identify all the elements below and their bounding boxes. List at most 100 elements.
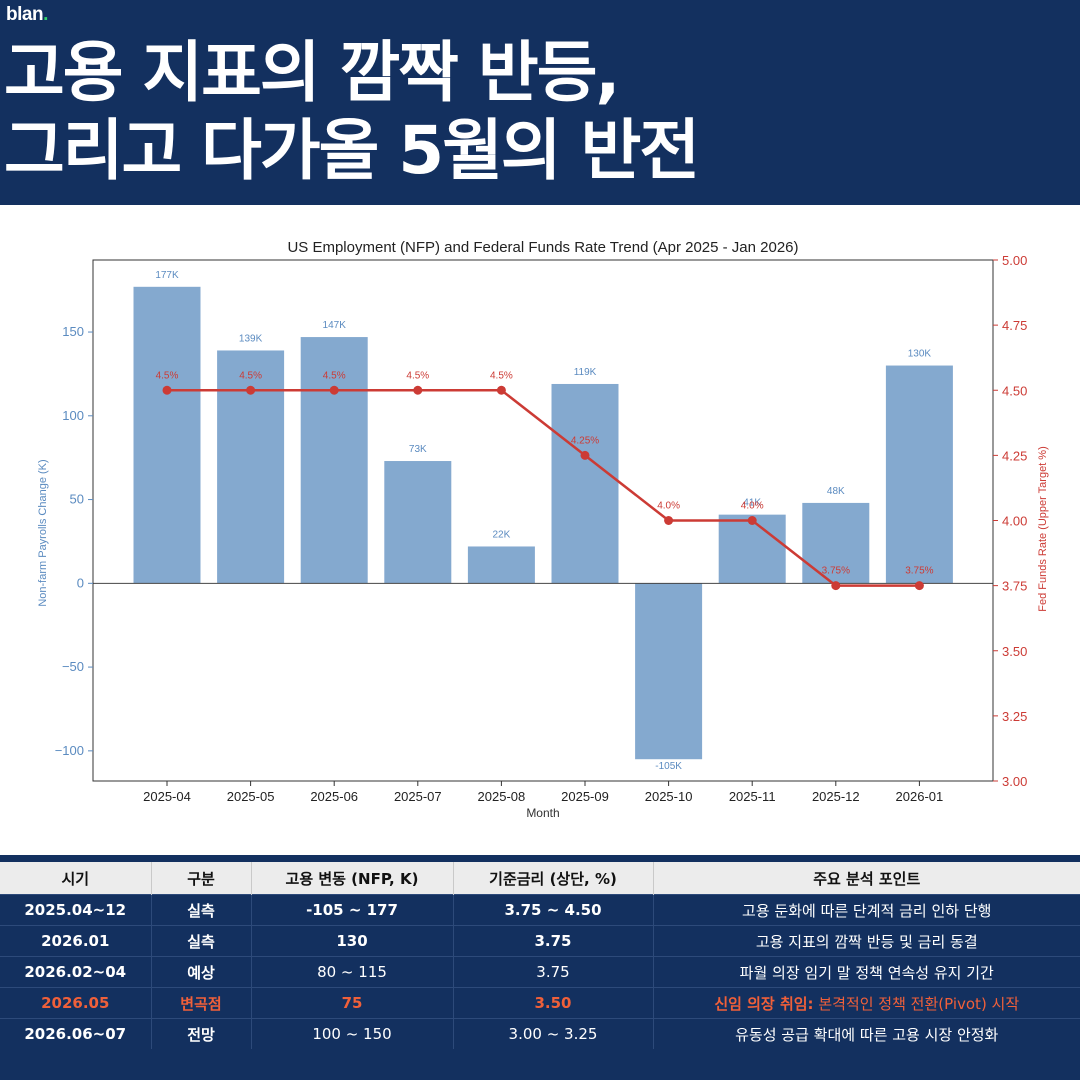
rate-point [580,450,590,460]
y-tick-label-left: −100 [55,743,84,758]
y-tick-label-left: 50 [70,492,84,507]
nfp-bar [300,337,368,584]
cell-rate: 3.75 [453,925,654,957]
cell-period: 2026.06~07 [0,1018,152,1049]
y-tick-label-right: 5.00 [1002,253,1027,268]
bar-value-label: 139K [239,333,263,344]
rate-value-label: 4.5% [490,370,513,381]
y-tick-label-left: 0 [77,575,84,590]
bar-value-label: 119K [574,367,597,378]
cell-nfp: 75 [251,987,454,1019]
y-tick-label-right: 3.00 [1002,774,1027,789]
table-row: 2026.06~07 전망 100 ~ 150 3.00 ~ 3.25 유동성 … [0,1018,1080,1049]
x-tick-label: 2025-07 [394,789,442,804]
nfp-bar [133,286,201,584]
cell-type: 전망 [151,1018,252,1049]
rate-value-label: 3.75% [822,566,850,577]
bar-value-label: 41K [743,498,761,509]
y-tick-label-right: 4.25 [1002,448,1027,463]
rate-value-label: 4.5% [156,370,179,381]
title-line-2: 그리고 다가올 5월의 반전 [4,112,700,189]
y-tick-label-left: 150 [62,324,84,339]
header-period: 시기 [0,862,152,895]
cell-nfp: 130 [251,925,454,957]
cell-point: 고용 둔화에 따른 단계적 금리 인하 단행 [653,894,1080,926]
y-tick-label-right: 4.00 [1002,514,1027,529]
cell-type: 실측 [151,894,252,926]
cell-point: 파월 의장 임기 말 정책 연속성 유지 기간 [653,956,1080,988]
cell-nfp: 80 ~ 115 [251,956,454,988]
y-tick-label-right: 4.75 [1002,318,1027,333]
combo-chart: US Employment (NFP) and Federal Funds Ra… [37,239,1049,820]
title-line-1: 고용 지표의 깜짝 반등, [4,34,620,111]
y-tick-label-right: 3.25 [1002,709,1027,724]
bar-value-label: 22K [493,529,511,540]
cell-nfp: 100 ~ 150 [251,1018,454,1049]
x-tick-label: 2025-08 [478,789,526,804]
cell-rate: 3.00 ~ 3.25 [453,1018,654,1049]
rate-point [914,581,924,591]
table-row: 2025.04~12 실측 -105 ~ 177 3.75 ~ 4.50 고용 … [0,894,1080,926]
nfp-bar [467,546,535,584]
cell-type: 예상 [151,956,252,988]
nfp-bar [384,461,452,584]
cell-point: 신임 의장 취임: 본격적인 정책 전환(Pivot) 시작 [653,987,1080,1019]
rate-point [246,385,256,395]
brand-logo: blan. [6,4,48,25]
chart-panel: US Employment (NFP) and Federal Funds Ra… [0,205,1080,855]
cell-type: 실측 [151,925,252,957]
cell-type: 변곡점 [151,987,252,1019]
cell-period: 2025.04~12 [0,894,152,926]
header-point: 주요 분석 포인트 [653,862,1080,895]
rate-line [167,389,920,587]
header: blan. 고용 지표의 깜짝 반등, 그리고 다가올 5월의 반전 [0,0,1080,205]
page-title: 고용 지표의 깜짝 반등, 그리고 다가올 5월의 반전 [4,34,700,190]
bar-value-label: 177K [155,270,179,281]
cell-rate: 3.50 [453,987,654,1019]
header-type: 구분 [151,862,252,895]
rate-value-label: 4.5% [239,370,262,381]
y-tick-label-left: −50 [62,659,84,674]
x-tick-label: 2025-11 [729,789,776,804]
x-axis-label: Month [526,806,559,820]
rate-value-label: 4.0% [657,501,680,512]
cell-period: 2026.02~04 [0,956,152,988]
x-tick-label: 2025-06 [310,789,358,804]
nfp-bar [885,365,953,584]
rate-point [831,581,841,591]
cell-period: 2026.05 [0,987,152,1019]
summary-table: 시기 구분 고용 변동 (NFP, K) 기준금리 (상단, %) 주요 분석 … [0,862,1080,1049]
rate-value-label: 3.75% [905,566,933,577]
rate-value-label: 4.0% [741,501,764,512]
summary-table-panel: 시기 구분 고용 변동 (NFP, K) 기준금리 (상단, %) 주요 분석 … [0,862,1080,1052]
table-row: 2026.02~04 예상 80 ~ 115 3.75 파월 의장 임기 말 정… [0,956,1080,988]
table-row: 2026.01 실측 130 3.75 고용 지표의 깜짝 반등 및 금리 동결 [0,925,1080,957]
cell-rate: 3.75 ~ 4.50 [453,894,654,926]
y-tick-label-right: 4.50 [1002,383,1027,398]
x-tick-label: 2025-09 [561,789,609,804]
chart-title: US Employment (NFP) and Federal Funds Ra… [287,239,798,256]
y-tick-label-right: 3.75 [1002,579,1027,594]
rate-point [496,385,506,395]
nfp-bar [718,514,786,584]
nfp-bar [551,383,619,584]
bar-value-label: 130K [908,349,932,360]
cell-rate: 3.75 [453,956,654,988]
rate-point [413,385,423,395]
nfp-bar [217,350,285,584]
rate-point [329,385,339,395]
y-tick-label-right: 3.50 [1002,644,1027,659]
nfp-bar [635,583,703,760]
cell-point: 고용 지표의 깜짝 반등 및 금리 동결 [653,925,1080,957]
x-tick-label: 2026-01 [896,789,944,804]
cell-point: 유동성 공급 확대에 따른 고용 시장 안정화 [653,1018,1080,1049]
cell-nfp: -105 ~ 177 [251,894,454,926]
table-row-highlight: 2026.05 변곡점 75 3.50 신임 의장 취임: 본격적인 정책 전환… [0,987,1080,1019]
x-tick-label: 2025-05 [227,789,275,804]
bar-value-label: 147K [323,320,347,331]
rate-value-label: 4.5% [406,370,429,381]
table-header-row: 시기 구분 고용 변동 (NFP, K) 기준금리 (상단, %) 주요 분석 … [0,862,1080,895]
x-tick-label: 2025-04 [143,789,191,804]
rate-value-label: 4.25% [571,435,599,446]
rate-point [664,516,674,525]
